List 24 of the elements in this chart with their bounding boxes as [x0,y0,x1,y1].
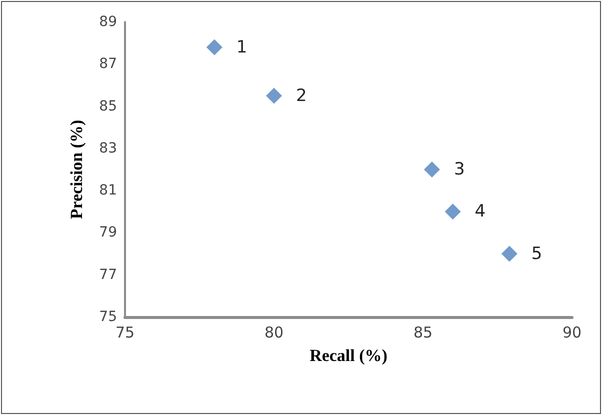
annotation: 3 [454,160,465,180]
point [424,162,440,178]
y-tick-label: 81 [99,182,117,199]
y-axis-title: Precision (%) [67,120,86,220]
x-axis-title: Recall (%) [310,346,388,365]
annotation: 5 [531,244,542,264]
point [501,246,518,262]
x-tick-label: 90 [562,324,582,342]
point [206,39,222,56]
y-tick-label: 79 [99,224,117,241]
y-tick-label: 87 [99,56,117,72]
y-tick-label: 89 [99,14,117,30]
y-tick-label: 85 [99,98,117,114]
annotation: 2 [296,86,307,106]
y-tick-label: 83 [99,140,117,156]
annotation: 1 [236,37,248,58]
point [266,88,282,104]
y-tick-label: 75 [99,309,117,325]
annotation: 4 [474,202,486,222]
x-tick-label: 80 [264,324,284,342]
point [444,204,461,220]
x-tick-label: 75 [115,324,135,342]
x-tick-label: 85 [413,324,433,342]
y-tick-label: 77 [99,266,117,283]
